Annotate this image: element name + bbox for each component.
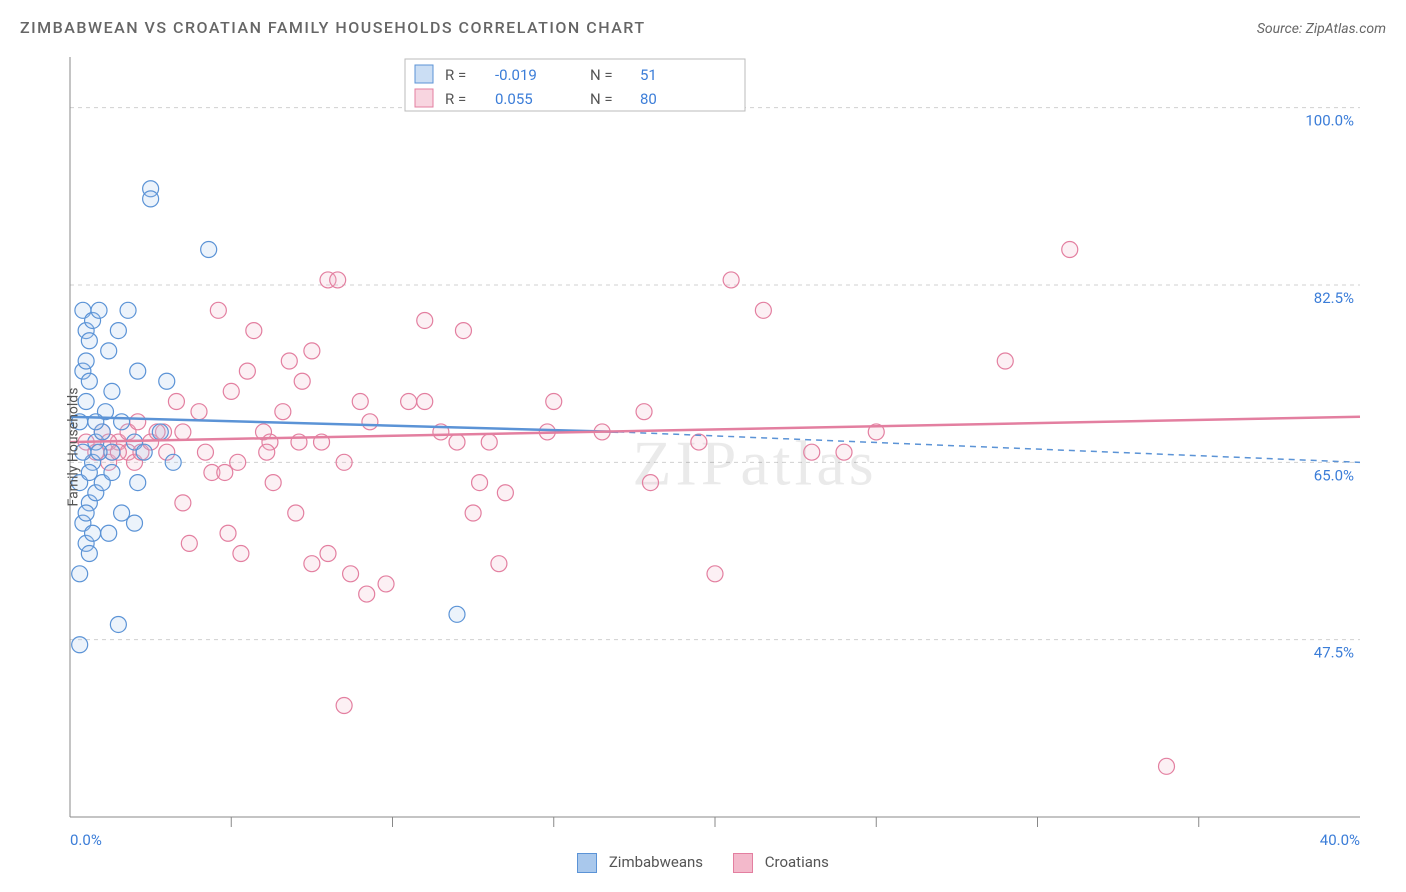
legend-label-zimbabweans: Zimbabweans: [609, 853, 703, 871]
svg-text:65.0%: 65.0%: [1314, 466, 1354, 484]
source-label: Source: ZipAtlas.com: [1257, 21, 1386, 37]
chart-title: ZIMBABWEAN VS CROATIAN FAMILY HOUSEHOLDS…: [20, 18, 646, 37]
bottom-legend: Zimbabweans Croatians: [0, 853, 1406, 873]
chart-container: Family Households 47.5%65.0%82.5%100.0%0…: [20, 47, 1386, 847]
scatter-chart: 47.5%65.0%82.5%100.0%0.0%40.0%ZIPatlasR …: [20, 47, 1386, 847]
svg-text:0.055: 0.055: [495, 90, 533, 108]
svg-text:0.0%: 0.0%: [70, 831, 102, 847]
svg-text:-0.019: -0.019: [495, 66, 537, 84]
svg-text:N =: N =: [590, 66, 613, 84]
svg-text:82.5%: 82.5%: [1314, 289, 1354, 307]
svg-text:100.0%: 100.0%: [1305, 112, 1354, 130]
svg-text:R =: R =: [445, 66, 466, 84]
y-axis-label: Family Households: [65, 388, 81, 507]
svg-text:40.0%: 40.0%: [1320, 831, 1360, 847]
legend-item-croatians: Croatians: [733, 853, 829, 873]
svg-text:47.5%: 47.5%: [1314, 644, 1354, 662]
legend-swatch-zimbabweans: [577, 853, 597, 873]
svg-text:80: 80: [640, 90, 657, 108]
legend-item-zimbabweans: Zimbabweans: [577, 853, 703, 873]
legend-swatch-croatians: [733, 853, 753, 873]
legend-label-croatians: Croatians: [765, 853, 829, 871]
svg-text:R =: R =: [445, 90, 466, 108]
svg-text:51: 51: [640, 66, 657, 84]
svg-text:N =: N =: [590, 90, 613, 108]
